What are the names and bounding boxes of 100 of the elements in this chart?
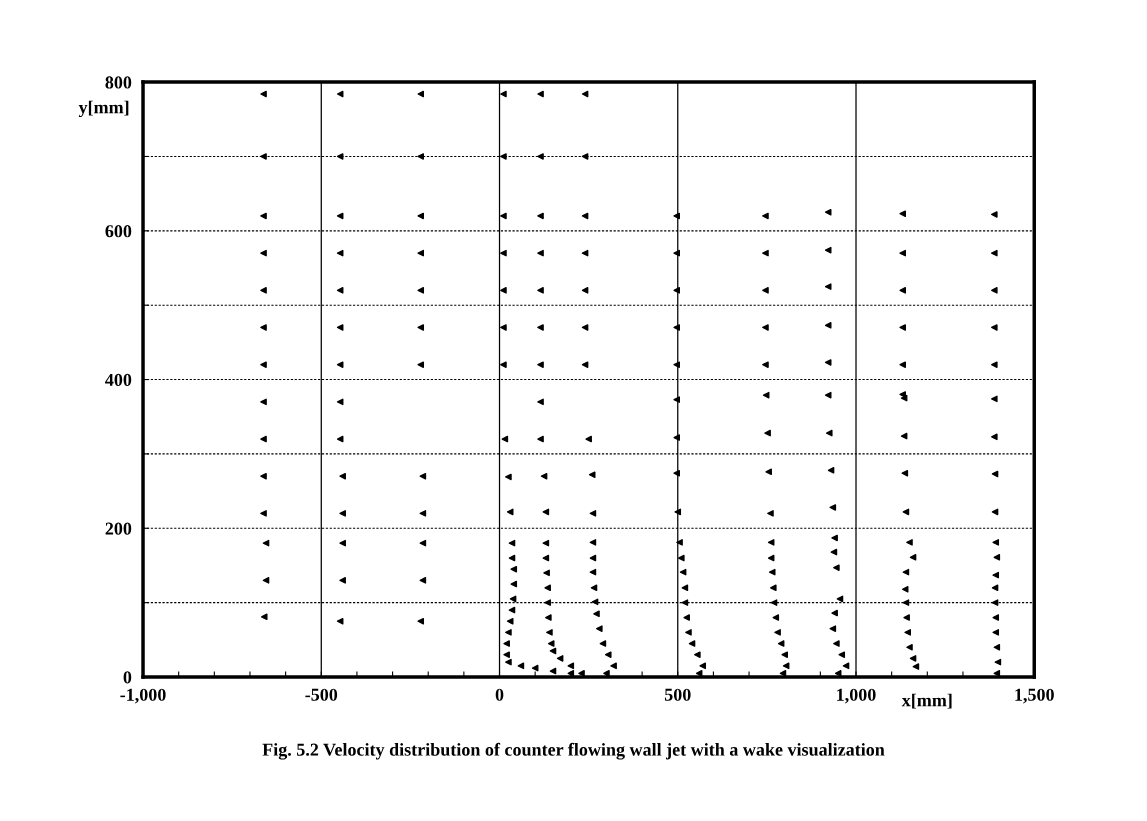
point [336, 249, 344, 257]
y-tick-label: 400 [105, 373, 132, 386]
point [336, 212, 344, 220]
point [419, 539, 427, 547]
point [767, 539, 775, 546]
point [544, 599, 551, 606]
point [417, 249, 425, 257]
point [417, 617, 425, 625]
point [688, 640, 696, 647]
point [899, 361, 906, 368]
point [899, 324, 906, 331]
point [260, 324, 267, 331]
point [542, 554, 550, 562]
point [762, 361, 769, 368]
point [260, 613, 268, 621]
point [902, 508, 910, 516]
point [339, 577, 346, 584]
point [673, 434, 680, 441]
point [417, 212, 425, 220]
point [904, 629, 911, 636]
point [673, 212, 680, 220]
point [824, 391, 832, 399]
point [585, 435, 592, 443]
point [762, 287, 769, 294]
x-tick-label: 1,000 [837, 688, 876, 704]
point [537, 435, 544, 443]
point [339, 539, 346, 547]
point [503, 640, 510, 647]
point [509, 595, 517, 603]
point [991, 249, 998, 257]
point [899, 210, 906, 218]
point [681, 584, 689, 592]
point [544, 584, 551, 592]
point [762, 212, 769, 220]
point [902, 599, 910, 606]
point [991, 599, 999, 606]
point [604, 651, 612, 658]
point [991, 470, 999, 478]
point [500, 324, 507, 331]
point [581, 249, 589, 257]
point [545, 614, 552, 621]
point [537, 287, 544, 294]
point [992, 629, 1000, 636]
point [767, 554, 775, 562]
point [900, 432, 908, 440]
point [596, 625, 603, 632]
point [899, 287, 906, 294]
point [762, 324, 769, 331]
point [500, 153, 507, 160]
x-tick-label: 0 [495, 688, 504, 701]
point [508, 606, 516, 614]
point [673, 396, 680, 403]
point [508, 554, 516, 562]
point [581, 212, 589, 220]
point [500, 212, 507, 220]
point [262, 577, 270, 584]
point [537, 324, 544, 331]
point [782, 662, 790, 670]
point [824, 283, 832, 290]
point [500, 287, 507, 294]
point [593, 610, 600, 618]
point [260, 472, 267, 480]
point [500, 249, 507, 257]
point [419, 577, 427, 584]
point [824, 208, 832, 216]
point [336, 324, 344, 331]
point [417, 361, 425, 368]
point [339, 472, 346, 480]
point [833, 564, 840, 571]
point [549, 647, 557, 655]
point [906, 539, 913, 546]
point [537, 90, 544, 98]
y-tick-label: 200 [105, 522, 132, 535]
point [699, 662, 707, 670]
point [556, 655, 564, 662]
point [581, 287, 589, 294]
point [336, 361, 344, 368]
point [543, 569, 550, 577]
point [537, 249, 544, 257]
point [767, 510, 774, 517]
point [764, 429, 771, 437]
point [510, 565, 518, 573]
point [678, 554, 685, 562]
point [581, 361, 589, 368]
point [419, 510, 427, 517]
point [542, 508, 550, 516]
point [694, 651, 701, 658]
point [537, 212, 544, 220]
point [834, 669, 842, 677]
point [833, 640, 840, 647]
point [765, 468, 772, 476]
point [991, 584, 999, 592]
point [992, 571, 1000, 579]
point [829, 504, 837, 511]
point [501, 435, 509, 443]
point [549, 667, 557, 675]
point [991, 361, 998, 368]
point [681, 599, 689, 606]
point [591, 598, 599, 606]
point [991, 287, 998, 294]
